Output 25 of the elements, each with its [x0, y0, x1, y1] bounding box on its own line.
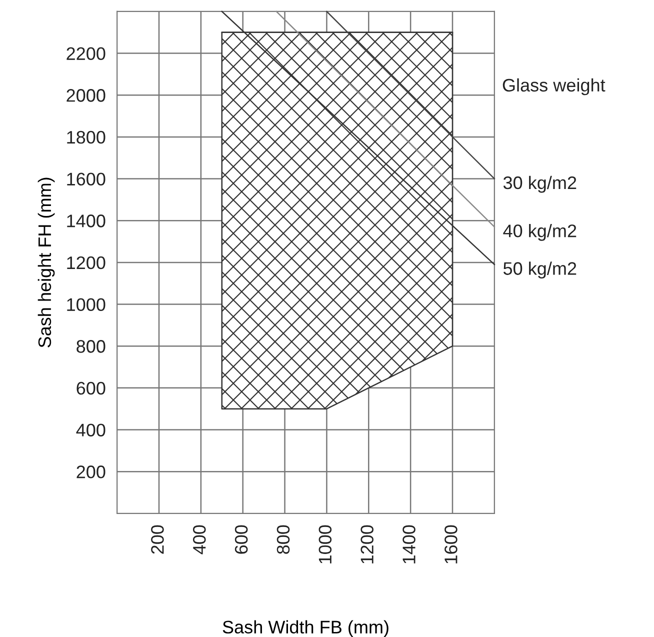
x-tick-label: 600 — [234, 525, 248, 554]
y-tick-label: 1000 — [67, 298, 106, 311]
x-tick-label: 200 — [151, 525, 164, 554]
legend-title: Glass weight — [502, 78, 606, 96]
y-tick-label: 1800 — [67, 130, 106, 144]
x-tick-label: 1600 — [444, 525, 458, 564]
series-label: 50 kg/m2 — [503, 262, 576, 279]
x-tick-label: 1200 — [360, 525, 374, 564]
y-tick-label: 1200 — [67, 256, 106, 270]
x-tick-label: 1000 — [318, 525, 332, 564]
x-tick-label: 800 — [276, 525, 290, 554]
x-tick-label: 1400 — [402, 525, 416, 564]
series-label: 40 kg/m2 — [503, 224, 576, 241]
y-tick-label: 600 — [76, 382, 106, 395]
x-axis-title: Sash Width FB (mm) — [222, 620, 388, 637]
y-tick-label: 1600 — [67, 172, 106, 186]
series-label: 30 kg/m2 — [503, 176, 576, 193]
x-tick-label: 400 — [192, 525, 206, 554]
y-tick-label: 1400 — [67, 214, 106, 228]
y-tick-label: 200 — [76, 466, 106, 478]
y-tick-label: 800 — [76, 340, 106, 353]
y-tick-label: 400 — [76, 424, 106, 436]
y-tick-label: 2200 — [66, 47, 106, 60]
y-tick-label: 2000 — [66, 89, 106, 102]
y-axis-title: Sash height FH (mm) — [38, 178, 55, 348]
